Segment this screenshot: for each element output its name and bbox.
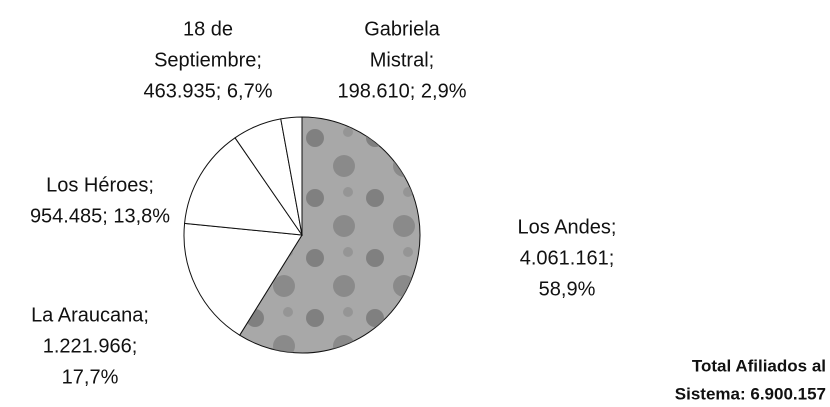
slice-label: 954.485; 13,8% [30, 205, 170, 227]
slice-label: 58,9% [539, 278, 596, 300]
slice-label: La Araucana; [31, 304, 149, 326]
slice-label: 1.221.966; [43, 335, 138, 357]
slice-label: 18 de [183, 18, 233, 40]
slice-label: Los Andes; [518, 216, 617, 238]
slice-label: 4.061.161; [520, 247, 615, 269]
slice-label: 17,7% [62, 366, 119, 388]
pie-slice [280, 116, 303, 236]
total-annotation: Total Afiliados al [692, 356, 826, 375]
slice-label: 198.610; 2,9% [338, 80, 467, 102]
slice-label: Mistral; [370, 49, 434, 71]
pie-slice [183, 222, 303, 336]
pie-slice [184, 137, 304, 236]
slice-texture [239, 117, 420, 353]
slice-label: Gabriela [364, 18, 440, 40]
slice-label: Los Héroes; [46, 174, 154, 196]
slice-label: 463.935; 6,7% [144, 80, 273, 102]
total-annotation: Sistema: 6.900.157 [675, 384, 826, 403]
slice-label: Septiembre; [154, 49, 262, 71]
